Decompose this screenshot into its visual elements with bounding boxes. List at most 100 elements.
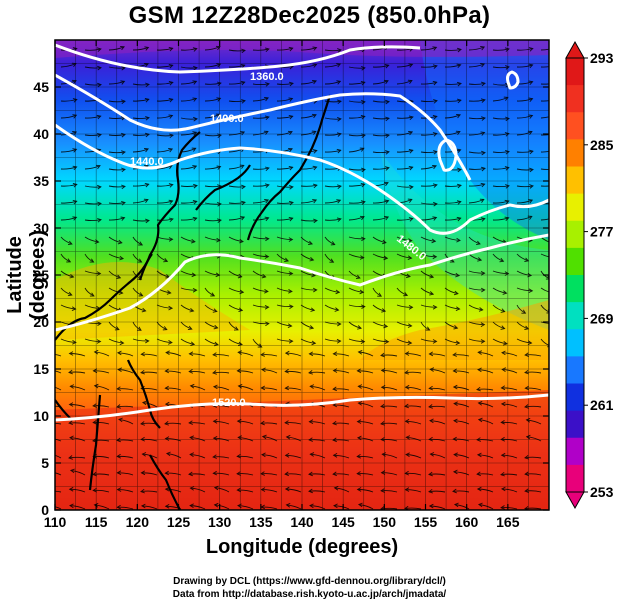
streamline (477, 454, 494, 459)
colorbar-segment (566, 112, 584, 140)
streamline-arrowhead (138, 241, 144, 246)
streamline-arrowhead (164, 504, 170, 509)
streamline-arrowhead (407, 238, 413, 243)
streamline-arrowhead (140, 351, 146, 357)
streamline (420, 46, 437, 51)
streamline (525, 354, 542, 357)
streamline-arrowhead (505, 184, 510, 189)
streamline (108, 321, 120, 331)
streamline (84, 219, 102, 222)
streamline (252, 270, 266, 278)
streamline-arrowhead (452, 469, 458, 475)
streamline-arrowhead (168, 183, 174, 188)
streamline (141, 438, 158, 442)
streamline-arrowhead (215, 113, 221, 118)
streamline (252, 287, 268, 292)
streamline-arrowhead (284, 350, 290, 356)
streamline (70, 469, 86, 476)
streamline (444, 114, 461, 119)
streamline-arrowhead (409, 184, 414, 190)
streamline (68, 371, 86, 374)
streamline (204, 304, 217, 312)
streamline (190, 453, 206, 459)
streamline-arrowhead (504, 271, 510, 276)
streamline (372, 287, 382, 297)
streamline (276, 236, 293, 240)
streamline (501, 438, 518, 442)
streamline (468, 132, 485, 136)
streamline-arrowhead (67, 240, 73, 246)
streamline-arrowhead (453, 401, 458, 406)
streamline (524, 405, 542, 408)
streamline (478, 419, 494, 425)
streamline (444, 270, 460, 277)
streamline (228, 321, 239, 331)
streamline-arrowhead (504, 132, 510, 137)
streamline (286, 436, 302, 442)
streamline (204, 63, 221, 68)
streamline (108, 270, 121, 279)
streamline (516, 185, 534, 188)
streamline (492, 167, 509, 170)
streamline-arrowhead (333, 503, 338, 509)
streamline-arrowhead (552, 114, 556, 118)
colorbar-segment (566, 193, 584, 222)
streamline (492, 287, 507, 294)
streamline-arrowhead (408, 131, 414, 136)
streamline-arrowhead (93, 383, 99, 389)
streamline (501, 454, 518, 459)
streamline-arrowhead (528, 149, 534, 155)
streamline-arrowhead (408, 217, 414, 222)
streamline (516, 287, 533, 292)
streamline (492, 253, 504, 262)
streamline-arrowhead (524, 385, 530, 391)
streamline (501, 387, 518, 391)
streamline (68, 456, 86, 459)
streamline-arrowhead (332, 351, 338, 357)
streamline (476, 388, 494, 391)
streamline (55, 386, 62, 391)
streamline (358, 504, 374, 510)
streamline (92, 473, 110, 476)
streamline (468, 167, 486, 170)
streamline (492, 117, 510, 120)
streamline (165, 488, 182, 493)
streamline-arrowhead (169, 133, 174, 139)
streamline-arrowhead (237, 503, 242, 509)
streamline (324, 149, 341, 153)
colorbar-segment (566, 410, 584, 439)
streamline (309, 353, 326, 357)
colorbar-segment (566, 275, 584, 303)
streamline-arrowhead (190, 341, 196, 347)
streamline-arrowhead (72, 148, 78, 153)
streamline (108, 100, 126, 103)
streamline-arrowhead (118, 417, 123, 423)
streamline (60, 338, 76, 343)
streamline-arrowhead (212, 352, 217, 357)
streamline (180, 185, 198, 187)
streamline-arrowhead (357, 349, 363, 355)
streamline (420, 253, 437, 258)
streamline (430, 453, 446, 459)
streamline-arrowhead (332, 437, 337, 443)
contour-label-1400: 1400.0 (210, 113, 244, 125)
streamline (468, 151, 486, 154)
streamline (108, 151, 126, 154)
streamline-arrowhead (333, 485, 339, 491)
streamline (252, 304, 269, 308)
streamline-arrowhead (288, 114, 294, 120)
streamline-arrowhead (380, 352, 385, 358)
streamline (372, 100, 390, 103)
streamline (526, 436, 542, 442)
streamline (540, 287, 549, 293)
streamline-arrowhead (505, 149, 510, 155)
streamline-arrowhead (384, 166, 390, 171)
streamline-arrowhead (284, 385, 290, 391)
streamline (348, 168, 366, 171)
streamline (525, 473, 542, 476)
streamline-arrowhead (432, 80, 438, 86)
streamline-arrowhead (549, 241, 553, 245)
streamline (156, 200, 173, 204)
streamline-arrowhead (216, 97, 222, 102)
chart-title: GSM 12Z28Dec2025 (850.0hPa) (128, 2, 491, 29)
